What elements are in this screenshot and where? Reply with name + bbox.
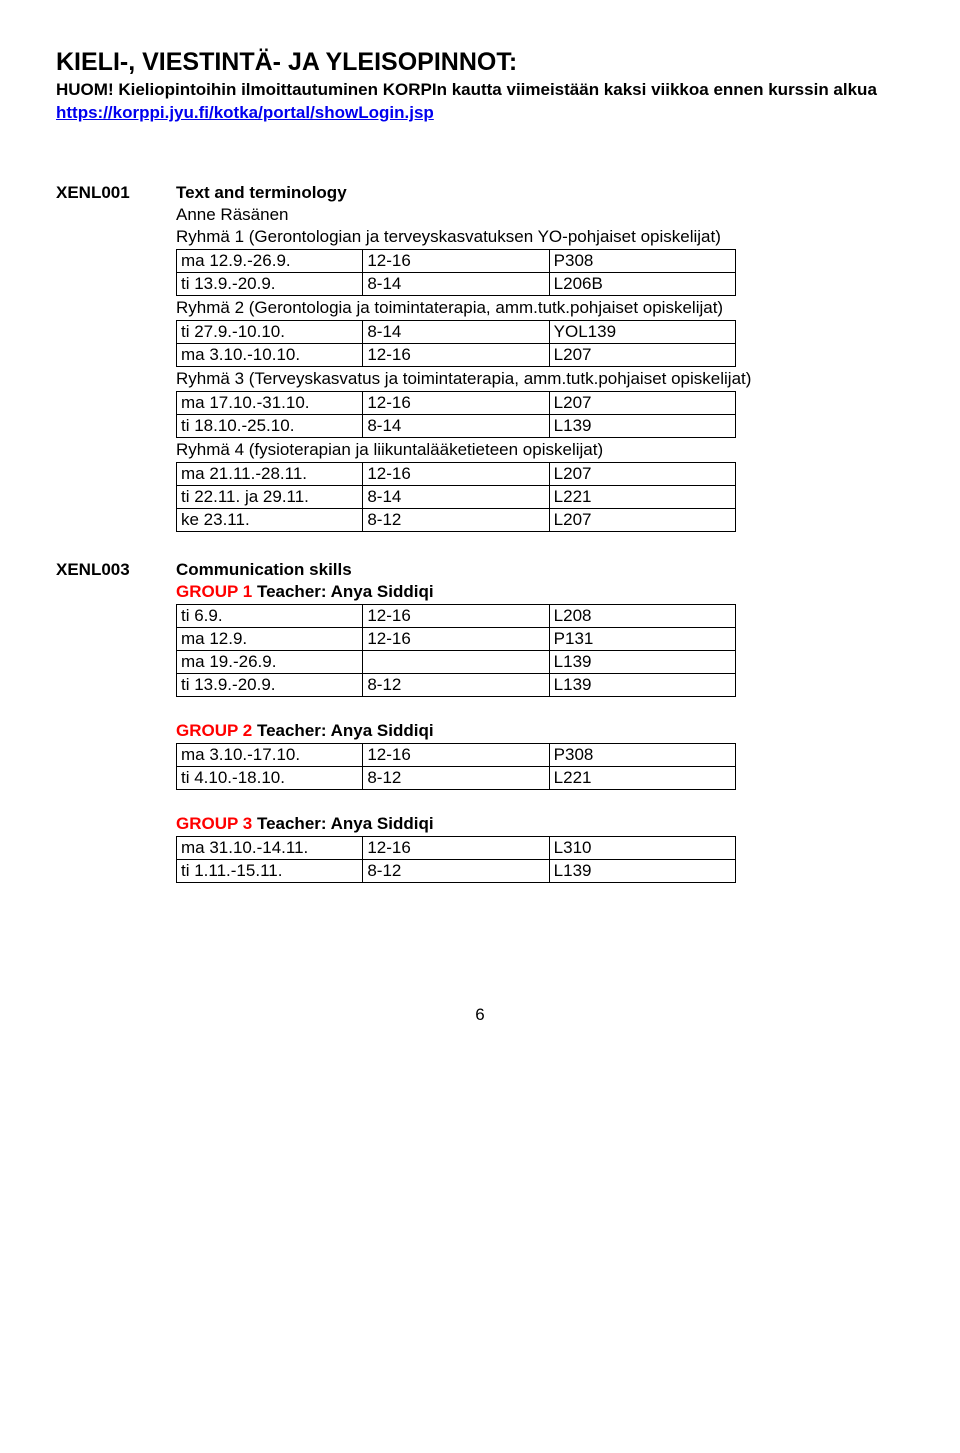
group-label: Ryhmä 1 (Gerontologian ja terveyskasvatu…	[176, 227, 904, 247]
page-number: 6	[56, 1005, 904, 1025]
table-row: ti 18.10.-25.10.8-14L139	[177, 414, 736, 437]
group-red: GROUP 3	[176, 814, 252, 833]
cell: ma 3.10.-17.10.	[177, 743, 363, 766]
cell: 12-16	[363, 604, 549, 627]
schedule-table: ma 31.10.-14.11.12-16L310 ti 1.11.-15.11…	[176, 836, 736, 883]
table-row: ma 12.9.-26.9.12-16P308	[177, 249, 736, 272]
page-subheading: HUOM! Kieliopintoihin ilmoittautuminen K…	[56, 79, 904, 125]
table-row: ti 1.11.-15.11.8-12L139	[177, 859, 736, 882]
cell: L206B	[549, 272, 735, 295]
subheading-text: HUOM! Kieliopintoihin ilmoittautuminen K…	[56, 80, 877, 99]
cell: 8-14	[363, 272, 549, 295]
table-row: ti 13.9.-20.9.8-12L139	[177, 673, 736, 696]
cell: L139	[549, 859, 735, 882]
cell: 12-16	[363, 627, 549, 650]
cell: ti 1.11.-15.11.	[177, 859, 363, 882]
cell: ma 21.11.-28.11.	[177, 462, 363, 485]
cell: P131	[549, 627, 735, 650]
teacher-name: Anne Räsänen	[176, 205, 904, 225]
cell: 8-12	[363, 766, 549, 789]
table-row: ti 4.10.-18.10.8-12L221	[177, 766, 736, 789]
cell: ma 19.-26.9.	[177, 650, 363, 673]
cell: 12-16	[363, 249, 549, 272]
group-label: GROUP 1 Teacher: Anya Siddiqi	[176, 582, 904, 602]
cell: 8-12	[363, 673, 549, 696]
cell: ti 18.10.-25.10.	[177, 414, 363, 437]
group-red: GROUP 1	[176, 582, 252, 601]
cell: L221	[549, 766, 735, 789]
cell: L221	[549, 485, 735, 508]
cell: YOL139	[549, 320, 735, 343]
schedule-table: ti 6.9.12-16L208 ma 12.9.12-16P131 ma 19…	[176, 604, 736, 697]
cell: P308	[549, 249, 735, 272]
cell: 12-16	[363, 462, 549, 485]
group-rest: Teacher: Anya Siddiqi	[252, 814, 433, 833]
table-row: ma 31.10.-14.11.12-16L310	[177, 836, 736, 859]
group-label: GROUP 2 Teacher: Anya Siddiqi	[176, 721, 904, 741]
cell: 12-16	[363, 391, 549, 414]
table-row: ma 3.10.-10.10.12-16L207	[177, 343, 736, 366]
group-red: GROUP 2	[176, 721, 252, 740]
table-row: ma 12.9.12-16P131	[177, 627, 736, 650]
cell: ti 6.9.	[177, 604, 363, 627]
cell: ma 3.10.-10.10.	[177, 343, 363, 366]
cell: ti 27.9.-10.10.	[177, 320, 363, 343]
cell: ke 23.11.	[177, 508, 363, 531]
table-row: ma 17.10.-31.10.12-16L207	[177, 391, 736, 414]
page-heading: KIELI-, VIESTINTÄ- JA YLEISOPINNOT:	[56, 48, 904, 77]
schedule-table: ti 27.9.-10.10.8-14YOL139 ma 3.10.-10.10…	[176, 320, 736, 367]
cell: ti 13.9.-20.9.	[177, 272, 363, 295]
cell: 8-12	[363, 859, 549, 882]
group-rest: Teacher: Anya Siddiqi	[252, 582, 433, 601]
schedule-table: ma 12.9.-26.9.12-16P308 ti 13.9.-20.9.8-…	[176, 249, 736, 296]
korppi-link[interactable]: https://korppi.jyu.fi/kotka/portal/showL…	[56, 103, 434, 122]
cell: ma 17.10.-31.10.	[177, 391, 363, 414]
cell: L207	[549, 391, 735, 414]
cell: 12-16	[363, 836, 549, 859]
cell: ma 12.9.	[177, 627, 363, 650]
cell: P308	[549, 743, 735, 766]
cell: ti 22.11. ja 29.11.	[177, 485, 363, 508]
group-label: Ryhmä 3 (Terveyskasvatus ja toimintatera…	[176, 369, 904, 389]
cell: L139	[549, 673, 735, 696]
cell: L207	[549, 343, 735, 366]
group-label: Ryhmä 4 (fysioterapian ja liikuntalääket…	[176, 440, 904, 460]
course-title: Text and terminology	[176, 183, 904, 203]
table-row: ke 23.11.8-12L207	[177, 508, 736, 531]
table-row: ti 22.11. ja 29.11.8-14L221	[177, 485, 736, 508]
group-label: Ryhmä 2 (Gerontologia ja toimintaterapia…	[176, 298, 904, 318]
table-row: ti 6.9.12-16L208	[177, 604, 736, 627]
cell: ti 13.9.-20.9.	[177, 673, 363, 696]
course-code-xenl003: XENL003	[56, 560, 148, 885]
table-row: ma 3.10.-17.10.12-16P308	[177, 743, 736, 766]
group-rest: Teacher: Anya Siddiqi	[252, 721, 433, 740]
table-row: ti 13.9.-20.9.8-14L206B	[177, 272, 736, 295]
course-code-xenl001: XENL001	[56, 183, 148, 534]
schedule-table: ma 17.10.-31.10.12-16L207 ti 18.10.-25.1…	[176, 391, 736, 438]
cell: L207	[549, 508, 735, 531]
cell: 8-12	[363, 508, 549, 531]
schedule-table: ma 21.11.-28.11.12-16L207 ti 22.11. ja 2…	[176, 462, 736, 532]
schedule-table: ma 3.10.-17.10.12-16P308 ti 4.10.-18.10.…	[176, 743, 736, 790]
cell: ti 4.10.-18.10.	[177, 766, 363, 789]
cell	[363, 650, 549, 673]
cell: ma 31.10.-14.11.	[177, 836, 363, 859]
cell: L208	[549, 604, 735, 627]
cell: L139	[549, 650, 735, 673]
table-row: ma 19.-26.9. L139	[177, 650, 736, 673]
cell: L310	[549, 836, 735, 859]
table-row: ti 27.9.-10.10.8-14YOL139	[177, 320, 736, 343]
cell: 12-16	[363, 343, 549, 366]
cell: 8-14	[363, 485, 549, 508]
cell: L207	[549, 462, 735, 485]
course-title: Communication skills	[176, 560, 904, 580]
table-row: ma 21.11.-28.11.12-16L207	[177, 462, 736, 485]
group-label: GROUP 3 Teacher: Anya Siddiqi	[176, 814, 904, 834]
cell: L139	[549, 414, 735, 437]
cell: 8-14	[363, 414, 549, 437]
cell: ma 12.9.-26.9.	[177, 249, 363, 272]
cell: 12-16	[363, 743, 549, 766]
cell: 8-14	[363, 320, 549, 343]
